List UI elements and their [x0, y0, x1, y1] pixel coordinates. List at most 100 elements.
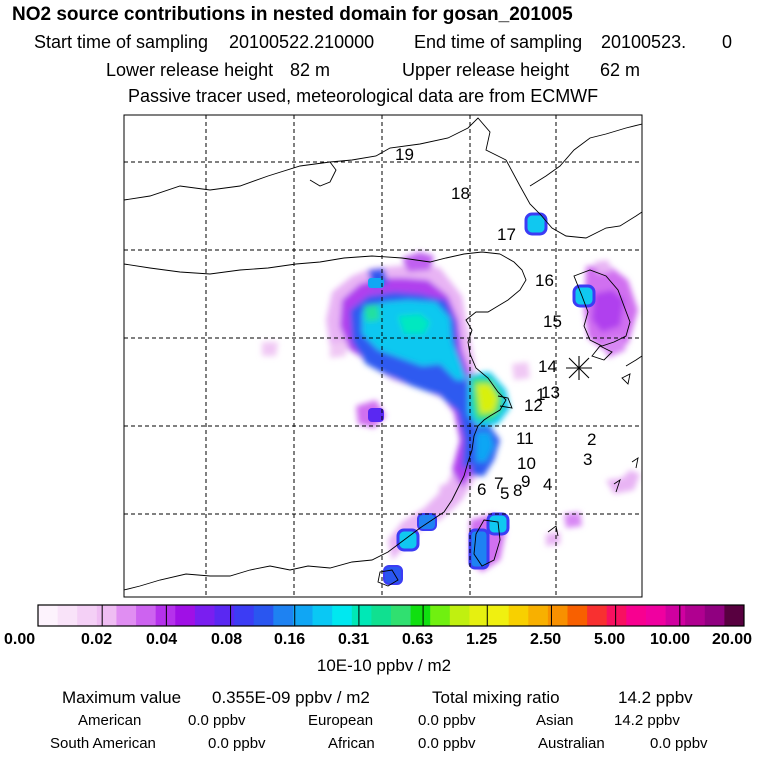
- colorbar-swatch: [194, 605, 215, 626]
- colorbar-swatch: [253, 605, 274, 626]
- colorbar-swatch: [116, 605, 137, 626]
- map-frame: [123, 114, 643, 598]
- region-label: 19: [395, 145, 414, 164]
- colorbar-swatch: [155, 605, 176, 626]
- colorbar-swatch: [665, 605, 686, 626]
- end-time-value-suffix: 0: [722, 32, 733, 52]
- colorbar-swatch: [606, 605, 627, 626]
- colorbar-swatch: [587, 605, 608, 626]
- lower-release-value: 82 m: [290, 60, 331, 80]
- colorbar-swatch: [292, 605, 313, 626]
- colorbar-swatch: [704, 605, 725, 626]
- colorbar: [38, 605, 745, 626]
- colorbar-swatch: [626, 605, 647, 626]
- colorbar-swatch: [136, 605, 157, 626]
- total-mixing-label: Total mixing ratio: [432, 688, 560, 707]
- colorbar-label: 0.31: [338, 631, 370, 648]
- colorbar-label: 0.08: [211, 631, 243, 648]
- end-time-value: 20100523.: [601, 32, 687, 52]
- colorbar-swatch: [430, 605, 451, 626]
- region-label: 8: [513, 481, 522, 500]
- colorbar-label: 0.02: [81, 631, 113, 648]
- colorbar-label: 1.25: [466, 631, 498, 648]
- region-label: 14: [538, 357, 557, 376]
- colorbar-label: 10.00: [650, 631, 691, 648]
- lower-release-label: Lower release height: [106, 60, 274, 80]
- colorbar-swatch: [57, 605, 78, 626]
- colorbar-swatch: [96, 605, 117, 626]
- colorbar-swatch: [567, 605, 588, 626]
- upper-release-value: 62 m: [600, 60, 641, 80]
- region-label: 13: [541, 383, 560, 402]
- south-american-value: 0.0 ppbv: [208, 735, 266, 752]
- map-area: 1 2 3 4 5 6 7 8 9 10 11 12 13 14 15 16 1…: [124, 115, 642, 597]
- european-value: 0.0 ppbv: [418, 712, 476, 729]
- max-value-label: Maximum value: [62, 688, 182, 707]
- colorbar-swatch: [685, 605, 706, 626]
- colorbar-swatch: [528, 605, 549, 626]
- south-american-label: South American: [50, 735, 156, 752]
- start-time-value: 20100522.210000: [229, 32, 375, 52]
- concentration-field: [262, 212, 640, 585]
- asian-value: 14.2 ppbv: [614, 712, 680, 729]
- colorbar-swatch: [273, 605, 294, 626]
- colorbar-swatch: [38, 605, 59, 626]
- colorbar-label: 0.63: [402, 631, 434, 648]
- colorbar-label: 2.50: [530, 631, 562, 648]
- region-label: 4: [543, 475, 552, 494]
- colorbar-swatch: [175, 605, 196, 626]
- american-label: American: [78, 712, 142, 729]
- region-label: 1: [536, 385, 545, 404]
- colorbar-swatch: [371, 605, 392, 626]
- colorbar-units: 10E-10 ppbv / m2: [316, 656, 452, 675]
- colorbar-swatch: [508, 605, 529, 626]
- graticule: [124, 115, 642, 597]
- african-value: 0.0 ppbv: [418, 735, 476, 752]
- colorbar-swatch: [391, 605, 412, 626]
- colorbar-label: 0.04: [146, 631, 178, 648]
- australian-label: Australian: [538, 735, 605, 752]
- region-label: 17: [497, 225, 516, 244]
- max-value: 0.355E-09 ppbv / m2: [212, 688, 370, 707]
- end-time-label: End time of sampling: [414, 32, 583, 52]
- colorbar-label: 5.00: [594, 631, 626, 648]
- start-time-label: Start time of sampling: [34, 32, 209, 52]
- region-labels: 1 2 3 4 5 6 7 8 9 10 11 12 13 14 15 16 1…: [395, 145, 596, 503]
- colorbar-swatch: [234, 605, 255, 626]
- colorbar-swatch: [724, 605, 745, 626]
- region-label: 16: [535, 271, 554, 290]
- australian-value: 0.0 ppbv: [650, 735, 708, 752]
- upper-release-label: Upper release height: [402, 60, 570, 80]
- colorbar-swatch: [645, 605, 666, 626]
- african-label: African: [328, 735, 375, 752]
- region-label: 11: [516, 429, 534, 448]
- receptor-star-icon: [566, 356, 592, 380]
- american-value: 0.0 ppbv: [188, 712, 246, 729]
- colorbar-swatch: [332, 605, 353, 626]
- colorbar-swatch: [77, 605, 98, 626]
- colorbar-swatch: [469, 605, 490, 626]
- total-mixing-value: 14.2 ppbv: [618, 688, 693, 707]
- region-label: 12: [524, 396, 543, 415]
- region-label: 7: [494, 474, 503, 493]
- coastlines: [124, 117, 642, 591]
- colorbar-swatch: [547, 605, 568, 626]
- colorbar-swatch: [312, 605, 333, 626]
- colorbar-swatch: [489, 605, 510, 626]
- colorbar-swatch: [410, 605, 431, 626]
- colorbar-frame: [37, 604, 745, 627]
- region-label: 5: [500, 484, 509, 503]
- region-label: 18: [451, 184, 470, 203]
- plot-title: NO2 source contributions in nested domai…: [12, 4, 573, 25]
- asian-label: Asian: [536, 712, 574, 729]
- region-label: 10: [517, 454, 536, 473]
- region-label: 15: [543, 312, 562, 331]
- region-label: 3: [583, 450, 592, 469]
- colorbar-label: 0.00: [4, 631, 36, 648]
- region-label: 6: [477, 480, 486, 499]
- colorbar-label: 20.00: [712, 631, 753, 648]
- region-label: 2: [587, 430, 596, 449]
- tracer-note: Passive tracer used, meteorological data…: [128, 86, 599, 106]
- colorbar-swatch: [351, 605, 372, 626]
